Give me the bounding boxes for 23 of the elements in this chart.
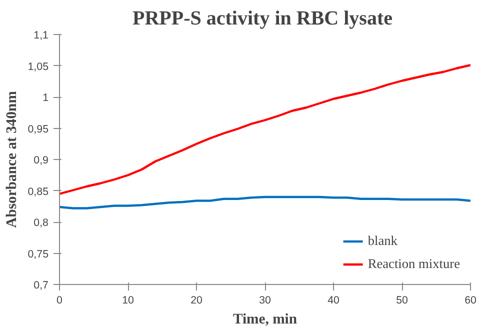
x-tick-label: 60 [464, 294, 476, 306]
chart-title: PRPP-S activity in RBC lysate [132, 8, 393, 30]
y-tick-label: 1,1 [34, 30, 49, 42]
line-series [60, 196, 470, 210]
x-tick-label: 0 [56, 294, 63, 306]
legend-label: Reaction mixture [368, 256, 460, 272]
y-tick-label: 0,85 [28, 186, 49, 198]
y-tick-label: 0,8 [34, 217, 49, 229]
y-tick-label: 0,75 [28, 248, 49, 260]
x-tick-label: 30 [259, 294, 271, 306]
x-tick-label: 20 [190, 294, 202, 306]
y-tick-label: 0,95 [28, 123, 49, 136]
x-tick-label: 10 [122, 294, 134, 306]
x-tick-label: 40 [328, 294, 340, 306]
legend-label: blank [368, 233, 398, 249]
y-axis-title: Absorbance at 340nm [4, 91, 20, 228]
y-tick-label: 0,9 [34, 154, 49, 166]
x-tick-label: 50 [396, 294, 408, 306]
line-series [60, 64, 470, 195]
x-axis-title: Time, min [232, 312, 298, 328]
y-tick-label: 1,05 [28, 60, 49, 73]
y-tick-label: 0,7 [34, 280, 49, 292]
y-tick-label: 1 [42, 92, 49, 104]
